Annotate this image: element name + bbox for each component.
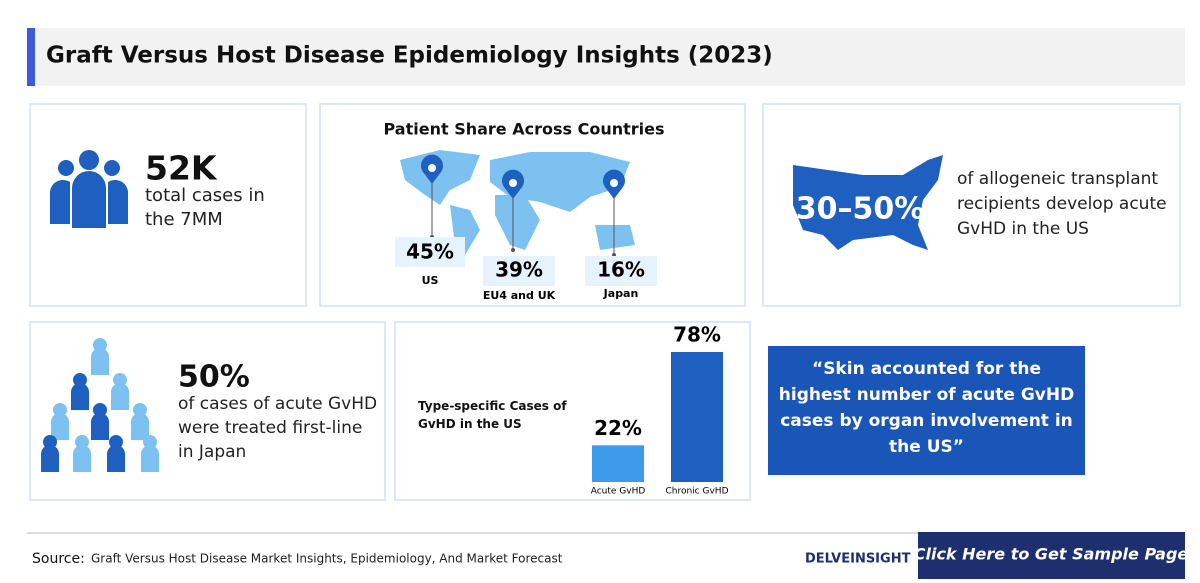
share-label: US [422, 274, 439, 287]
category-label: Chronic GvHD [665, 487, 728, 497]
bar [671, 352, 723, 482]
person-body [41, 445, 59, 472]
person-body [91, 413, 109, 440]
person-head [75, 435, 89, 449]
pin-hole [428, 164, 436, 172]
stat-value: 50% [178, 360, 250, 395]
share-value: 16% [597, 258, 645, 282]
pin-hole [509, 179, 517, 187]
stat-text-box: total cases in the 7MM [145, 185, 265, 230]
person-body [111, 383, 129, 410]
stat-value: 30–50% [796, 192, 925, 227]
category-label: Acute GvHD [591, 487, 646, 497]
person-head [43, 435, 57, 449]
share-label: Japan [603, 287, 639, 300]
world-map [400, 150, 635, 255]
title: Graft Versus Host Disease Epidemiology I… [46, 43, 773, 69]
header-accent [27, 28, 35, 86]
cta-button[interactable] [918, 532, 1185, 579]
bar-label: 22% [594, 416, 642, 440]
bar [592, 445, 644, 482]
stat-text-box: of allogeneic transplant recipients deve… [957, 169, 1167, 239]
source-label: Source: [32, 551, 85, 567]
stat-text: of allogeneic transplant recipients deve… [957, 169, 1167, 239]
card-title: Patient Share Across Countries [384, 120, 665, 139]
bar-label: 78% [673, 323, 721, 347]
share-value: 39% [495, 258, 543, 282]
label-bg [483, 256, 555, 286]
person-head [53, 403, 67, 417]
people-icon [50, 150, 128, 228]
label-bg [395, 237, 465, 267]
chart-title: Type-specific Cases of GvHD in the US [418, 399, 567, 431]
quote-box [768, 346, 1085, 475]
stat-text: of cases of acute GvHD were treated firs… [178, 394, 378, 462]
stat-text: total cases in the 7MM [145, 185, 265, 230]
pin-hole [610, 179, 618, 187]
person-head [143, 435, 157, 449]
person-head [133, 403, 147, 417]
person-body [131, 413, 149, 440]
people-pyramid [41, 338, 159, 472]
label-bg [585, 256, 657, 286]
pin-dot [511, 248, 515, 252]
person-head [109, 435, 123, 449]
source: Graft Versus Host Disease Market Insight… [91, 552, 563, 566]
person-body [51, 413, 69, 440]
share-value: 45% [406, 240, 454, 264]
cta-text[interactable]: Click Here to Get Sample Page [914, 545, 1189, 564]
us-map [793, 155, 943, 250]
logo: DELVEINSIGHT [805, 552, 911, 567]
person-head [93, 338, 107, 352]
share-label: EU4 and UK [483, 289, 556, 302]
stat-text-box: of cases of acute GvHD were treated firs… [178, 394, 378, 462]
person-body [141, 445, 159, 472]
stat-value: 52K [145, 149, 218, 188]
person-body [107, 445, 125, 472]
quote-text-box: “Skin accounted for the highest number o… [778, 359, 1075, 457]
header-band [27, 28, 1185, 86]
person-body [73, 445, 91, 472]
person-head [113, 373, 127, 387]
quote: “Skin accounted for the highest number o… [778, 359, 1075, 457]
person-head [93, 403, 107, 417]
chart-title-box: Type-specific Cases of GvHD in the US [418, 399, 567, 431]
person-body [71, 383, 89, 410]
person-head [73, 373, 87, 387]
person-body [91, 348, 109, 375]
